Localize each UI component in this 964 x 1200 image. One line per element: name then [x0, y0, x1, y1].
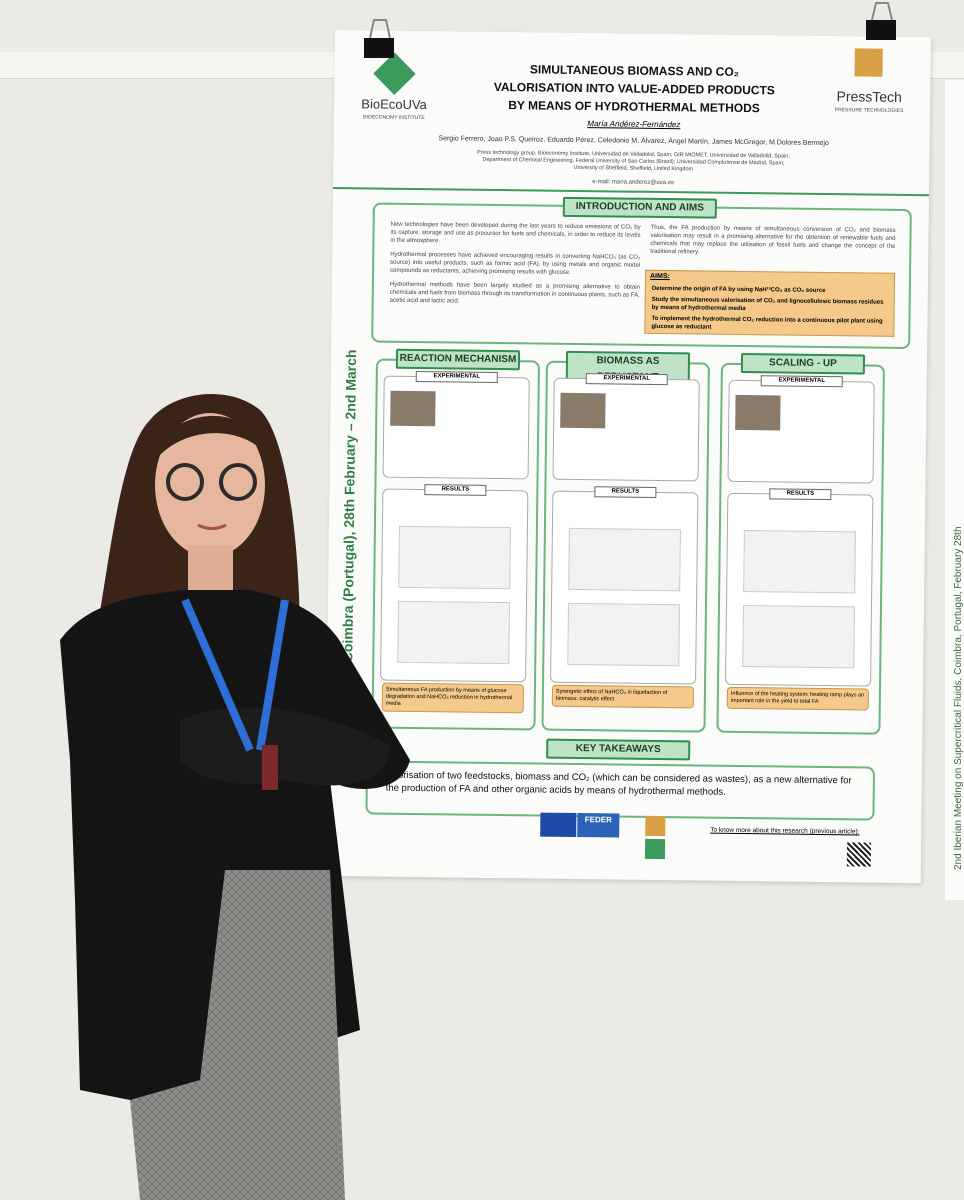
side-poster: 2nd Iberian Meeting on Supercritical Flu…: [945, 80, 964, 900]
clip-right: [866, 2, 896, 40]
clip-left: [364, 19, 394, 58]
person: [60, 393, 410, 1200]
